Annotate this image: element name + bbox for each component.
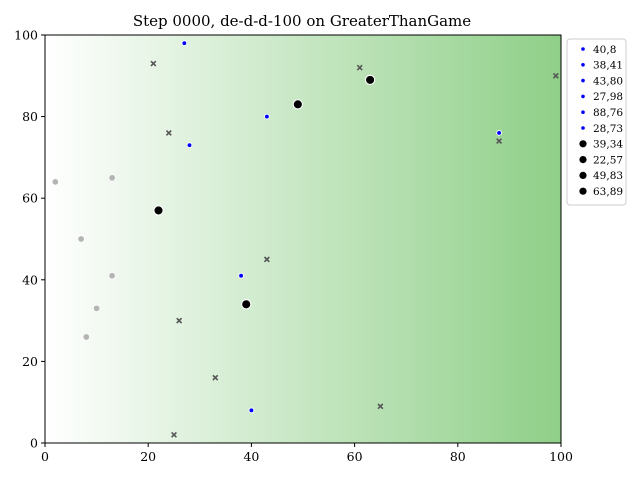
large-data-point xyxy=(292,99,303,110)
y-tick-label: 20 xyxy=(22,354,38,369)
legend-entry: 40,8 xyxy=(581,44,616,56)
x-marker-point xyxy=(356,64,363,71)
legend-entry: 22,57 xyxy=(579,154,623,166)
large-data-point xyxy=(153,205,164,216)
small-data-point xyxy=(496,130,502,136)
gray-point xyxy=(82,333,90,341)
legend-entry: 39,34 xyxy=(579,139,623,151)
gray-point xyxy=(108,174,116,182)
x-tick-label: 20 xyxy=(140,449,156,464)
legend-entry: 49,83 xyxy=(579,170,623,182)
large-data-point xyxy=(364,74,376,86)
legend-label: 49,83 xyxy=(593,170,623,182)
plot-background xyxy=(45,35,561,443)
legend-label: 27,98 xyxy=(593,91,623,103)
x-tick-label: 60 xyxy=(347,449,363,464)
small-data-point xyxy=(264,113,270,120)
y-tick-label: 0 xyxy=(30,436,38,451)
x-tick-label: 80 xyxy=(450,449,466,464)
x-marker-point xyxy=(496,138,503,145)
legend-marker xyxy=(579,156,587,164)
legend-label: 22,57 xyxy=(593,154,623,166)
small-data-point xyxy=(186,142,193,149)
x-marker-point xyxy=(212,374,219,381)
legend-marker xyxy=(581,63,585,67)
y-tick-label: 40 xyxy=(22,272,38,287)
x-marker-point xyxy=(263,256,270,263)
legend-label: 40,8 xyxy=(593,44,616,56)
x-marker-point xyxy=(377,403,384,410)
x-marker-point xyxy=(176,317,183,324)
small-data-point xyxy=(238,272,244,279)
x-tick-label: 100 xyxy=(549,449,573,464)
legend-entry: 88,76 xyxy=(581,107,623,119)
legend-marker xyxy=(579,140,587,148)
gray-point xyxy=(77,235,85,243)
gray-point xyxy=(93,304,101,312)
small-data-point xyxy=(181,40,188,47)
legend-entry: 28,73 xyxy=(581,123,623,135)
legend-marker xyxy=(581,126,585,130)
legend-marker xyxy=(579,187,587,195)
legend-label: 38,41 xyxy=(593,60,623,72)
chart-title: Step 0000, de-d-d-100 on GreaterThanGame xyxy=(133,12,471,30)
legend-label: 63,89 xyxy=(593,186,623,198)
y-tick-label: 100 xyxy=(14,28,38,43)
legend-label: 88,76 xyxy=(593,107,623,119)
x-marker-point xyxy=(171,431,177,438)
y-tick-label: 60 xyxy=(22,191,38,206)
legend-entry: 27,98 xyxy=(581,91,623,103)
x-tick-label: 0 xyxy=(41,449,49,464)
x-marker-point xyxy=(150,60,157,67)
y-tick-label: 80 xyxy=(22,109,38,124)
legend-marker xyxy=(581,110,585,114)
legend-marker xyxy=(579,171,587,179)
small-data-point xyxy=(248,407,255,414)
legend-label: 43,80 xyxy=(593,75,623,87)
legend-entry: 63,89 xyxy=(579,186,623,198)
large-data-point xyxy=(241,299,252,310)
legend-label: 39,34 xyxy=(593,139,623,151)
plot-frame xyxy=(44,34,562,444)
x-marker-point xyxy=(165,129,172,136)
gray-point xyxy=(51,178,59,186)
legend-marker xyxy=(581,94,585,99)
x-marker-point xyxy=(552,72,559,79)
x-tick-label: 40 xyxy=(243,449,259,464)
legend-marker xyxy=(581,78,585,83)
legend-label: 28,73 xyxy=(593,123,623,135)
gray-point xyxy=(108,272,116,280)
legend-entry: 38,41 xyxy=(581,60,623,72)
legend-marker xyxy=(581,47,585,51)
legend-entry: 43,80 xyxy=(581,75,623,87)
